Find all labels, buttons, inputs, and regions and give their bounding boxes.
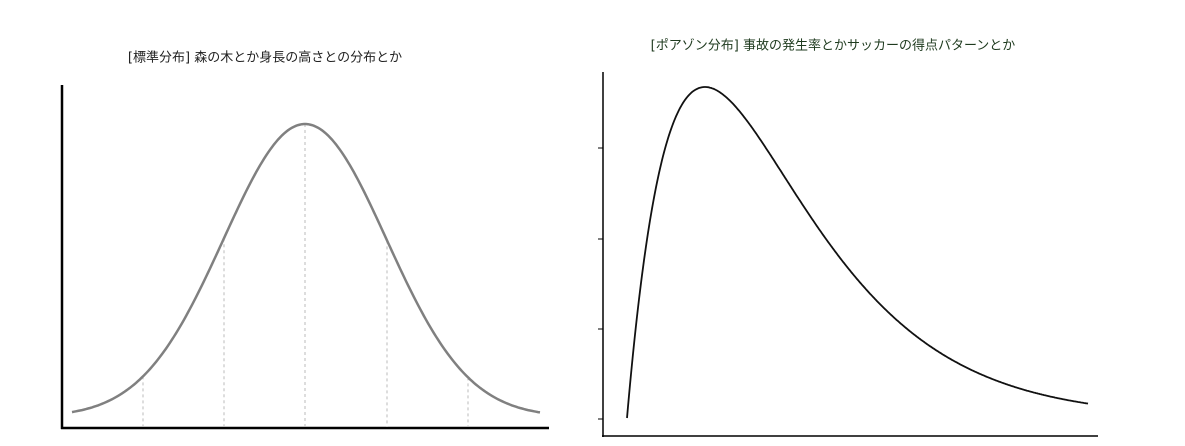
right-title: [ポアゾン分布] 事故の発生率とかサッカーの得点パターンとか <box>651 38 1016 54</box>
left-title: [標準分布] 森の木とか身長の高さとの分布とか <box>128 50 402 66</box>
right-ticks <box>598 147 603 420</box>
normal-curve <box>71 122 541 414</box>
sigma-lines <box>142 124 469 427</box>
poisson-curve <box>626 86 1089 419</box>
